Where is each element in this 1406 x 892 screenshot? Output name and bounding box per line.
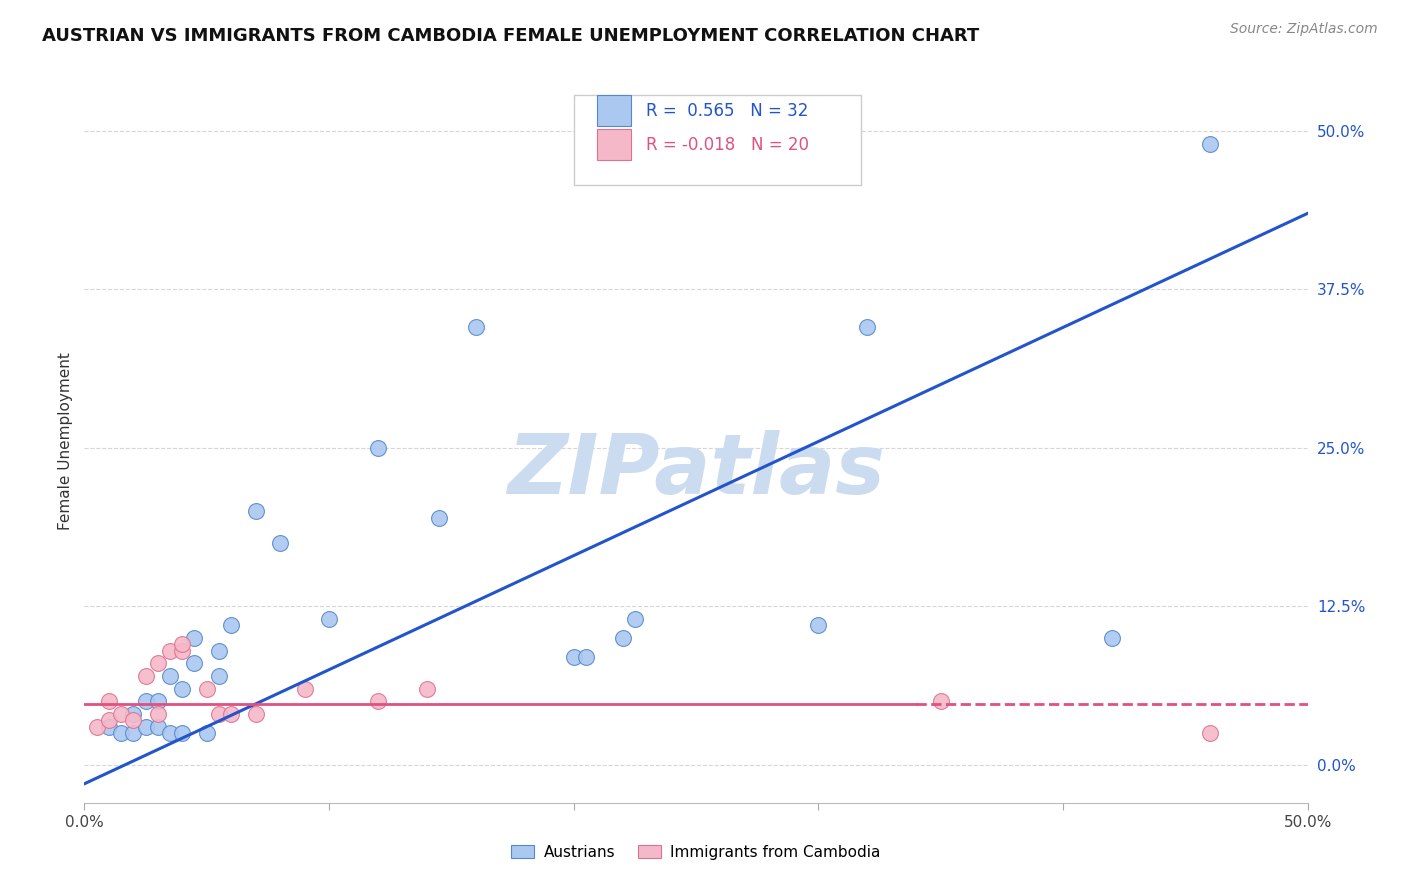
- Point: [294, 681, 316, 696]
- Point: [122, 726, 145, 740]
- Point: [135, 720, 157, 734]
- Point: [269, 536, 291, 550]
- Point: [427, 510, 450, 524]
- Point: [245, 504, 267, 518]
- Point: [367, 694, 389, 708]
- Point: [624, 612, 647, 626]
- Point: [159, 726, 181, 740]
- Point: [110, 726, 132, 740]
- Point: [612, 631, 634, 645]
- Point: [183, 631, 205, 645]
- Text: R = -0.018   N = 20: R = -0.018 N = 20: [645, 136, 808, 153]
- Point: [575, 650, 598, 665]
- Point: [1198, 726, 1220, 740]
- Point: [318, 612, 340, 626]
- Point: [208, 669, 231, 683]
- Text: AUSTRIAN VS IMMIGRANTS FROM CAMBODIA FEMALE UNEMPLOYMENT CORRELATION CHART: AUSTRIAN VS IMMIGRANTS FROM CAMBODIA FEM…: [42, 27, 980, 45]
- Point: [172, 643, 194, 657]
- Point: [464, 320, 486, 334]
- Point: [86, 720, 108, 734]
- Point: [146, 707, 169, 722]
- Point: [208, 707, 231, 722]
- Y-axis label: Female Unemployment: Female Unemployment: [58, 352, 73, 531]
- Point: [159, 643, 181, 657]
- Point: [807, 618, 830, 632]
- Point: [245, 707, 267, 722]
- Point: [146, 657, 169, 671]
- Point: [97, 694, 120, 708]
- Point: [172, 637, 194, 651]
- Point: [172, 726, 194, 740]
- Point: [135, 694, 157, 708]
- Point: [146, 720, 169, 734]
- Point: [195, 681, 218, 696]
- Point: [219, 618, 242, 632]
- Point: [146, 694, 169, 708]
- Text: Source: ZipAtlas.com: Source: ZipAtlas.com: [1230, 22, 1378, 37]
- Point: [110, 707, 132, 722]
- Point: [172, 681, 194, 696]
- Point: [159, 669, 181, 683]
- Point: [183, 657, 205, 671]
- Legend: Austrians, Immigrants from Cambodia: Austrians, Immigrants from Cambodia: [503, 837, 889, 867]
- FancyBboxPatch shape: [598, 95, 631, 126]
- Text: R =  0.565   N = 32: R = 0.565 N = 32: [645, 102, 808, 120]
- Point: [208, 643, 231, 657]
- FancyBboxPatch shape: [598, 129, 631, 160]
- Point: [562, 650, 585, 665]
- FancyBboxPatch shape: [574, 95, 860, 185]
- Point: [1198, 136, 1220, 151]
- Point: [367, 441, 389, 455]
- Point: [122, 714, 145, 728]
- Point: [929, 694, 952, 708]
- Text: ZIPatlas: ZIPatlas: [508, 430, 884, 511]
- Point: [97, 720, 120, 734]
- Point: [416, 681, 439, 696]
- Point: [135, 669, 157, 683]
- Point: [856, 320, 879, 334]
- Point: [122, 707, 145, 722]
- Point: [1101, 631, 1123, 645]
- Point: [97, 714, 120, 728]
- Point: [219, 707, 242, 722]
- Point: [195, 726, 218, 740]
